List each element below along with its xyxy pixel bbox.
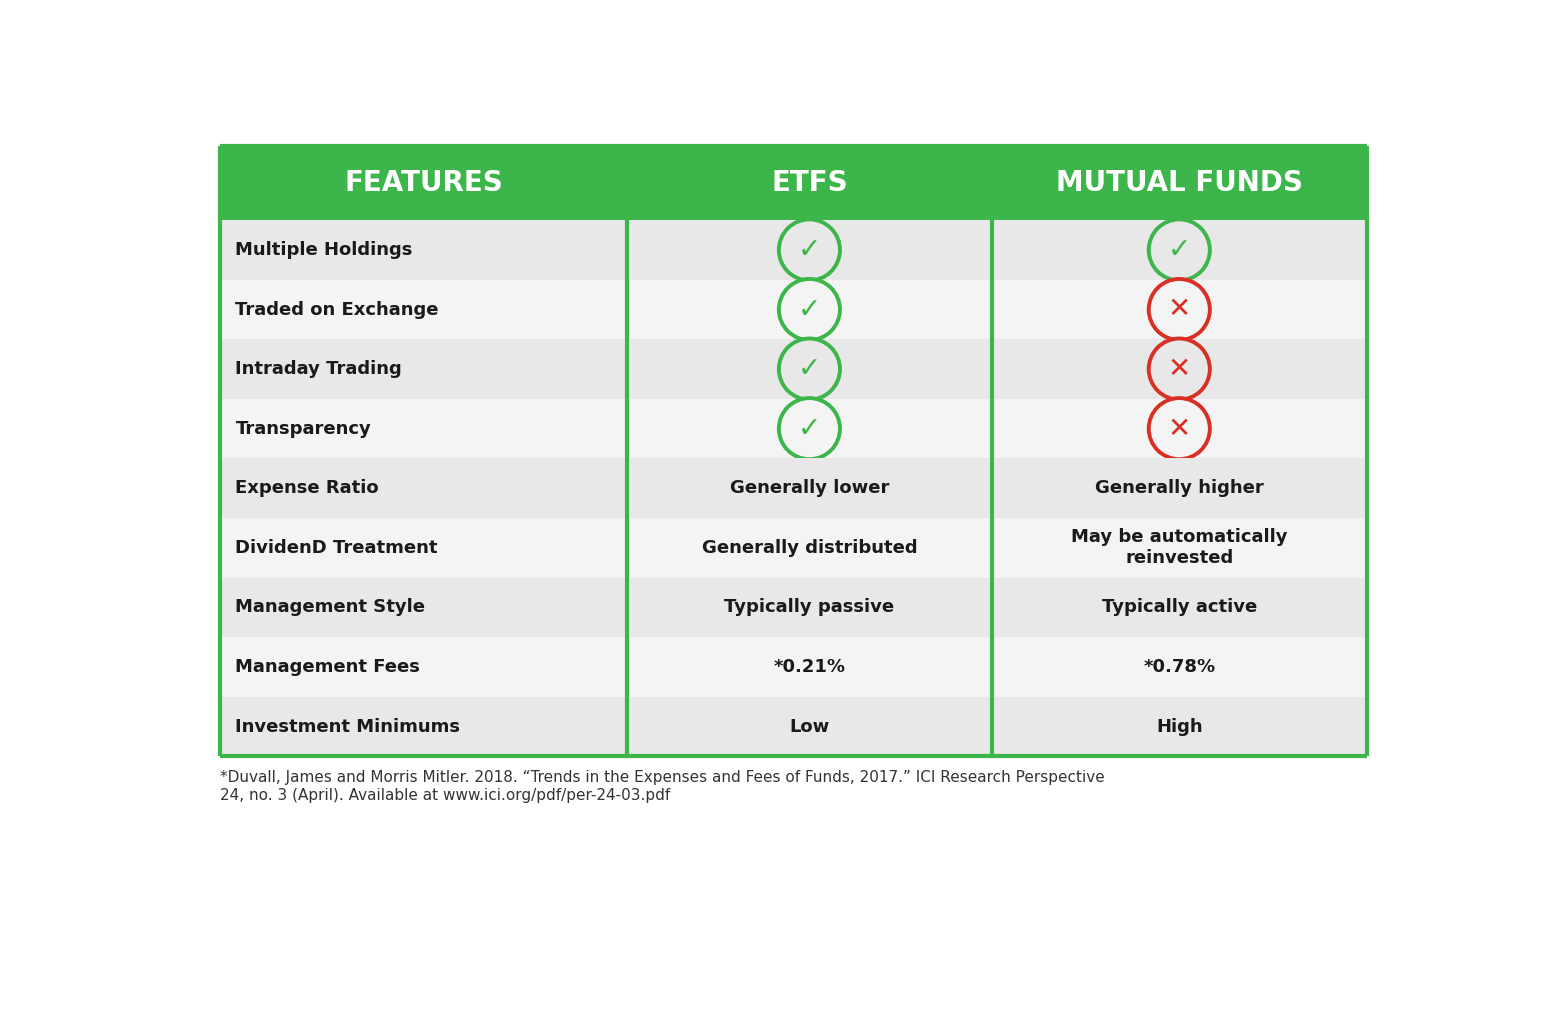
Text: ✓: ✓ — [797, 414, 820, 443]
Text: *Duvall, James and Morris Mitler. 2018. “Trends in the Expenses and Fees of Fund: *Duvall, James and Morris Mitler. 2018. … — [220, 771, 1105, 803]
Text: May be automatically
reinvested: May be automatically reinvested — [1071, 528, 1288, 567]
Text: ✓: ✓ — [797, 295, 820, 324]
Text: Transparency: Transparency — [235, 419, 372, 438]
Text: *0.78%: *0.78% — [1144, 658, 1215, 676]
Text: Low: Low — [789, 718, 830, 736]
FancyBboxPatch shape — [220, 220, 1367, 280]
Text: Expense Ratio: Expense Ratio — [235, 479, 379, 497]
Text: FEATURES: FEATURES — [344, 169, 503, 196]
FancyBboxPatch shape — [627, 146, 992, 220]
Text: DividenD Treatment: DividenD Treatment — [235, 539, 438, 557]
FancyBboxPatch shape — [220, 577, 1367, 637]
Text: ✕: ✕ — [1167, 355, 1190, 383]
Text: ✕: ✕ — [1167, 295, 1190, 324]
FancyBboxPatch shape — [220, 339, 1367, 399]
Text: Investment Minimums: Investment Minimums — [235, 718, 460, 736]
Text: MUTUAL FUNDS: MUTUAL FUNDS — [1056, 169, 1303, 196]
Text: Generally higher: Generally higher — [1094, 479, 1263, 497]
Text: ✓: ✓ — [1167, 236, 1190, 264]
Text: Intraday Trading: Intraday Trading — [235, 360, 402, 378]
Text: Generally distributed: Generally distributed — [701, 539, 918, 557]
Text: Management Style: Management Style — [235, 599, 426, 616]
Text: ETFS: ETFS — [771, 169, 848, 196]
FancyBboxPatch shape — [220, 280, 1367, 339]
Text: High: High — [1156, 718, 1203, 736]
Text: Typically passive: Typically passive — [724, 599, 895, 616]
Text: ✓: ✓ — [797, 355, 820, 383]
Text: Typically active: Typically active — [1102, 599, 1257, 616]
FancyBboxPatch shape — [220, 518, 1367, 577]
Text: Generally lower: Generally lower — [729, 479, 889, 497]
Text: ✓: ✓ — [797, 236, 820, 264]
Text: *0.21%: *0.21% — [774, 658, 845, 676]
Text: Management Fees: Management Fees — [235, 658, 421, 676]
Text: Multiple Holdings: Multiple Holdings — [235, 241, 413, 259]
Text: ✕: ✕ — [1167, 414, 1190, 443]
FancyBboxPatch shape — [220, 146, 627, 220]
FancyBboxPatch shape — [220, 458, 1367, 518]
FancyBboxPatch shape — [220, 696, 1367, 756]
FancyBboxPatch shape — [992, 146, 1367, 220]
Text: Traded on Exchange: Traded on Exchange — [235, 300, 440, 319]
FancyBboxPatch shape — [220, 399, 1367, 458]
FancyBboxPatch shape — [220, 637, 1367, 696]
